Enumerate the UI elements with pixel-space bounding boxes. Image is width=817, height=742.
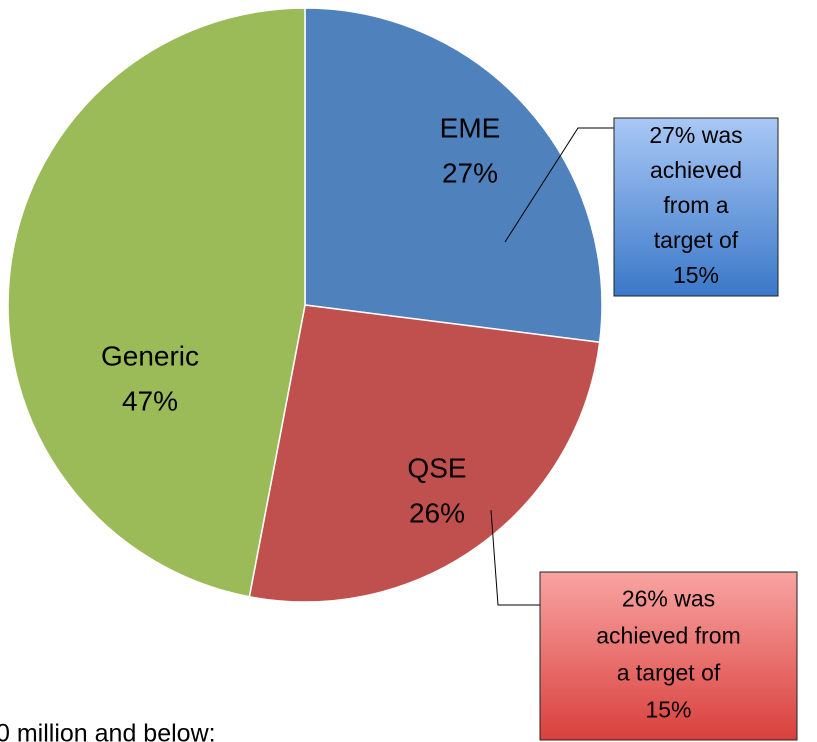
slice-label: Generic <box>101 340 199 371</box>
slice-label: EME <box>440 112 501 143</box>
slice-value-label: 27% <box>442 157 498 188</box>
leader-line <box>504 127 614 243</box>
callout-text: 27% was <box>649 122 742 148</box>
callout-text: 26% was <box>622 586 715 612</box>
callout-text: achieved <box>650 157 742 183</box>
leader-line <box>490 509 540 606</box>
slice-value-label: 26% <box>409 497 465 528</box>
pie-slice <box>304 7 603 344</box>
pie-slice <box>248 304 601 603</box>
callout-text: a target of <box>617 660 721 686</box>
pie-slice <box>7 7 306 598</box>
callout-box <box>613 117 779 297</box>
slice-label: QSE <box>407 452 466 483</box>
callout-text: 15% <box>673 262 719 288</box>
callout-text: target of <box>654 227 739 253</box>
callout-text: 15% <box>645 697 691 723</box>
slice-value-label: 47% <box>122 385 178 416</box>
callout-text: achieved from <box>596 623 740 649</box>
callout-text: from a <box>663 192 728 218</box>
footer-text: 0 million and below: <box>0 720 216 742</box>
callout-box <box>539 571 798 741</box>
